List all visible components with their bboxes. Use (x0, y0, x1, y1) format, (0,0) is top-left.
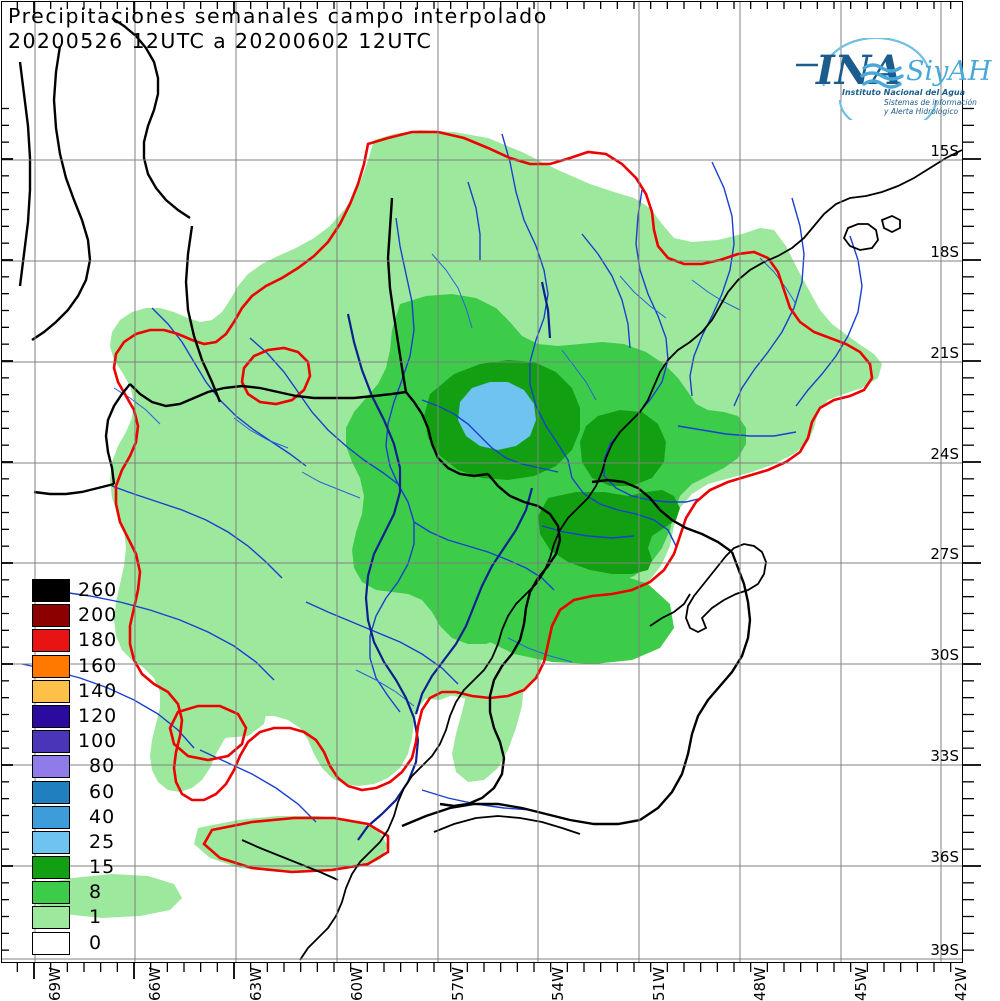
legend-value: 80 (89, 755, 116, 778)
map-plot-area (1, 1, 963, 963)
page-title: Precipitaciones semanales campo interpol… (8, 4, 548, 54)
x-axis-tick-label: 45W (852, 967, 870, 1001)
legend-value: 40 (89, 805, 116, 828)
legend-value: 120 (78, 704, 118, 727)
legend-value: 260 (78, 579, 118, 601)
legend-swatch (32, 830, 70, 854)
legend-value: 180 (78, 629, 118, 652)
x-axis-tick-label: 51W (650, 967, 668, 1001)
legend-swatch (32, 906, 70, 930)
basin-boundary (112, 130, 874, 874)
logo-water-icon (860, 63, 904, 89)
legend-swatch (32, 805, 70, 829)
x-axis-tick-label: 54W (549, 967, 567, 1001)
legend-value: 140 (78, 679, 118, 702)
x-axis-tick-label: 42W (952, 967, 970, 1001)
logo-system-name: SiyAH (906, 56, 992, 87)
legend-swatch (32, 856, 70, 880)
logo-arc-top (821, 36, 930, 87)
x-axis-tick-label: 57W (449, 967, 467, 1001)
x-axis-tick-label: 69W (46, 967, 64, 1001)
x-axis-tick-label: 48W (751, 967, 769, 1001)
legend-swatch (32, 704, 70, 728)
legend-value: 160 (78, 654, 118, 677)
legend-swatch (32, 679, 70, 703)
logo-subtitle-2: y Alerta Hidrológico (883, 107, 958, 116)
logo-institute: Instituto Nacional del Agua (842, 88, 965, 97)
legend-swatch (32, 604, 70, 628)
ina-siyah-logo: INA SiyAH Instituto Nacional del Agua Si… (796, 36, 996, 133)
legend-value: 200 (78, 604, 118, 627)
legend-value: 25 (89, 830, 116, 853)
logo-subtitle-1: Sistemas de información (884, 98, 977, 107)
legend-value: 60 (89, 780, 116, 803)
legend-value: 1 (89, 906, 103, 929)
legend-swatch (32, 579, 70, 602)
legend-swatch (32, 654, 70, 678)
x-axis-tick-label: 63W (247, 967, 265, 1001)
legend-swatch (32, 755, 70, 779)
legend-swatch (32, 629, 70, 653)
legend-swatch (32, 931, 70, 955)
legend-value: 0 (89, 931, 103, 954)
map-canvas (2, 2, 962, 962)
x-axis-tick-label: 66W (146, 967, 164, 1001)
title-line-1: Precipitaciones semanales campo interpol… (8, 4, 548, 28)
logo-graphic: INA SiyAH Instituto Nacional del Agua Si… (796, 36, 992, 133)
legend-swatch (32, 730, 70, 754)
legend-value: 8 (89, 881, 103, 904)
legend-value: 15 (89, 856, 116, 879)
legend-swatch (32, 780, 70, 804)
precipitation-field (32, 130, 882, 918)
country-borders (18, 17, 752, 828)
legend-swatch (32, 881, 70, 905)
x-axis-tick-label: 60W (348, 967, 366, 1001)
title-line-2: 20200526 12UTC a 20200602 12UTC (8, 29, 433, 53)
legend-value: 100 (78, 730, 118, 753)
coastline (241, 149, 962, 961)
